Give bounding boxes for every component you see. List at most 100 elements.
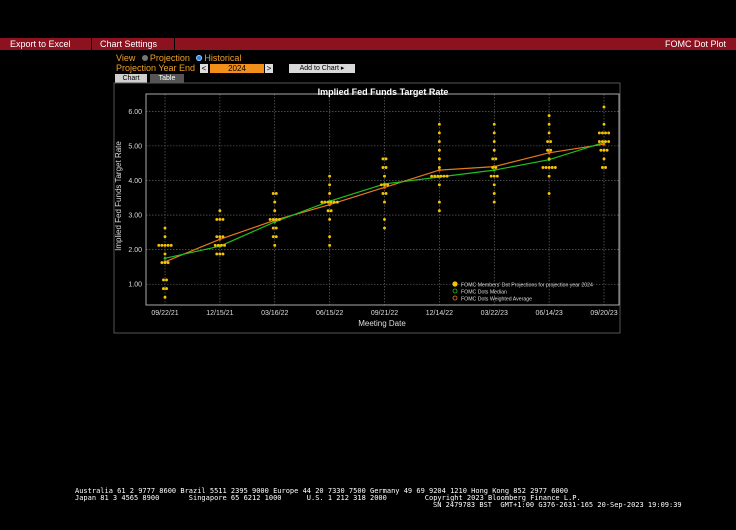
dot-projection	[271, 191, 275, 195]
dot-projection	[215, 217, 219, 221]
dot-projection	[329, 200, 333, 204]
y-tick-label: 1.00	[128, 282, 142, 289]
dot-projection	[328, 217, 332, 221]
legend-median-label: FOMC Dots Median	[461, 290, 507, 296]
export-to-excel-button[interactable]: Export to Excel	[10, 39, 71, 49]
projection-year-input[interactable]: 2024	[210, 64, 264, 73]
dot-projection	[546, 148, 550, 152]
dot-projection	[442, 174, 446, 178]
tab-chart[interactable]: Chart	[115, 74, 147, 83]
dot-projection	[491, 166, 495, 169]
dot-projection	[383, 183, 386, 187]
projection-label[interactable]: Projection	[149, 53, 190, 63]
tab-table[interactable]: Table	[150, 74, 184, 83]
app-title: FOMC Dot Plot	[664, 39, 726, 49]
weighted-average-point	[328, 203, 332, 207]
dot-projection	[604, 131, 607, 135]
dot-projection	[437, 148, 441, 152]
dot-projection	[274, 235, 278, 239]
dot-projection	[218, 209, 222, 213]
dot-projection	[445, 174, 449, 178]
x-tick-label: 06/15/22	[316, 310, 343, 317]
y-tick-label: 5.00	[128, 143, 142, 150]
dot-projection	[492, 131, 496, 135]
projection-radio[interactable]	[141, 55, 148, 61]
dot-projection	[162, 287, 165, 291]
dot-projection	[328, 191, 332, 195]
weighted-average-point	[437, 168, 441, 172]
legend-weighted-average-label: FOMC Dots Weighted Average	[461, 297, 532, 303]
dot-projection	[549, 148, 553, 152]
menu-separator	[91, 38, 92, 50]
weighted-average-point	[547, 151, 551, 155]
dot-projection	[381, 157, 385, 161]
dot-projection	[601, 140, 604, 144]
median-point	[492, 168, 496, 172]
dot-projection	[604, 140, 607, 144]
dot-projection	[329, 209, 333, 213]
dot-projection	[165, 287, 168, 291]
dot-projection	[386, 183, 390, 187]
dot-projection	[166, 243, 170, 247]
dot-projection	[547, 122, 551, 126]
x-tick-label: 09/21/22	[371, 310, 398, 317]
menu-separator	[174, 38, 175, 50]
dot-projection	[320, 200, 324, 204]
y-tick-label: 3.00	[128, 213, 142, 220]
dot-projection	[274, 226, 278, 230]
dot-projections	[157, 105, 611, 299]
plot-area	[145, 93, 620, 306]
add-to-chart-button[interactable]: Add to Chart ▸	[289, 64, 355, 73]
x-tick-label: 03/16/22	[261, 310, 288, 317]
dot-projection	[541, 166, 545, 169]
x-tick-label: 12/14/22	[426, 310, 453, 317]
dot-projection	[494, 157, 498, 161]
dot-projection	[597, 131, 601, 135]
dot-projection	[383, 226, 386, 230]
dot-projection	[602, 105, 606, 109]
dot-projection	[384, 166, 388, 169]
dot-projection	[383, 217, 386, 221]
chart-title: Implied Fed Funds Target Rate	[318, 87, 449, 97]
dot-projection	[216, 243, 220, 247]
legend-weighted-average-marker	[452, 295, 458, 301]
dot-projection	[601, 166, 604, 169]
dot-projection	[274, 217, 278, 221]
x-tick-label: 09/20/23	[590, 310, 617, 317]
dot-projection	[383, 174, 386, 178]
weighted-average-point	[602, 142, 606, 146]
dot-projection	[437, 157, 441, 161]
dot-projection	[437, 131, 441, 135]
dot-projection	[383, 200, 386, 204]
dot-projection	[326, 209, 330, 213]
dot-projection	[491, 157, 495, 161]
weighted-average-point	[218, 237, 222, 241]
historical-radio[interactable]	[196, 55, 203, 61]
dot-projection	[436, 174, 440, 178]
dot-projection	[160, 261, 164, 265]
dot-projection	[607, 140, 611, 144]
dot-projection	[605, 148, 609, 152]
dot-projection	[273, 209, 277, 213]
x-tick-label: 12/15/21	[206, 310, 233, 317]
chart-settings-button[interactable]: Chart Settings	[100, 39, 158, 49]
dot-projection	[437, 209, 441, 213]
historical-label[interactable]: Historical	[204, 53, 242, 63]
dot-projection	[323, 200, 327, 204]
dot-projection	[157, 243, 161, 247]
year-prev-button[interactable]: <	[200, 64, 208, 73]
dot-projection	[169, 243, 173, 247]
dot-projection	[437, 183, 441, 187]
dot-projection	[437, 140, 441, 144]
dot-projection	[213, 243, 217, 247]
dot-projection	[597, 140, 601, 144]
year-next-button[interactable]: >	[265, 64, 273, 73]
dot-projection	[547, 131, 551, 135]
y-axis-label: Implied Fed Funds Target Rate	[114, 141, 123, 251]
chart-grid	[146, 94, 619, 305]
footer-contacts-line-2: Japan 81 3 4565 8900 Singapore 65 6212 1…	[75, 494, 581, 502]
dot-projection	[328, 243, 332, 247]
dot-projection	[433, 174, 437, 178]
dot-projection	[384, 157, 388, 161]
y-tick-label: 2.00	[128, 247, 142, 254]
